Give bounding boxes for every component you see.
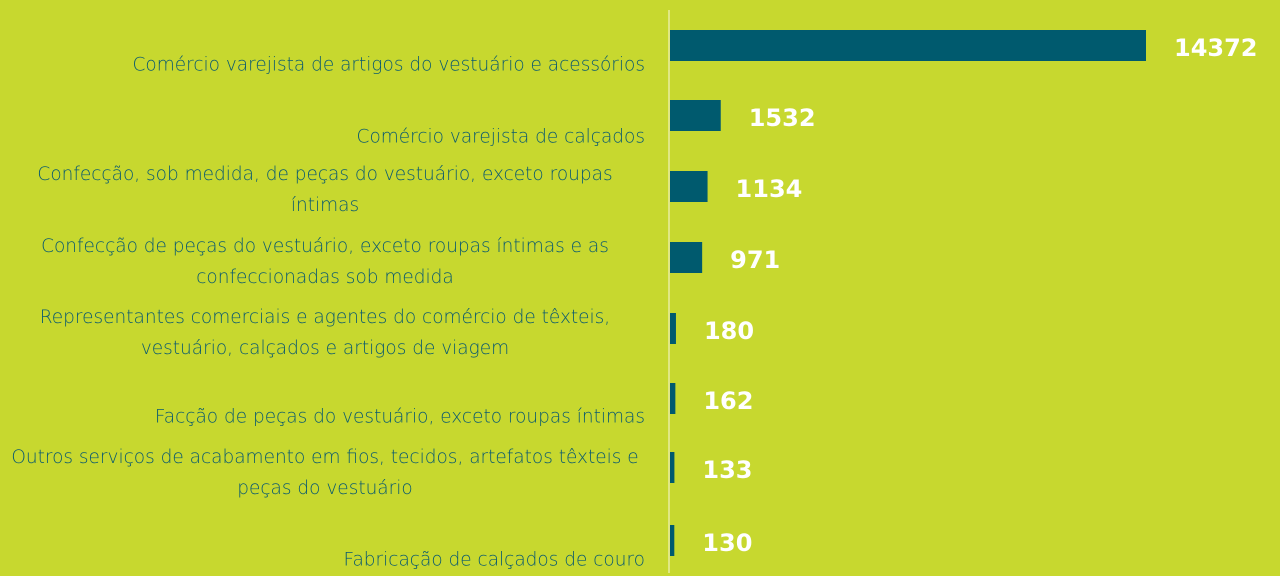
value-label: 1134 bbox=[736, 175, 803, 203]
category-label: Outros serviços de acabamento em fios, t… bbox=[11, 447, 639, 499]
category-label: Confecção, sob medida, de peças do vestu… bbox=[37, 164, 613, 216]
value-label: 133 bbox=[702, 456, 752, 484]
bar bbox=[670, 30, 1146, 61]
category-label-box: Comércio varejista de calçados bbox=[357, 122, 645, 153]
bar bbox=[670, 452, 675, 483]
bar bbox=[670, 242, 703, 273]
bar bbox=[670, 525, 675, 556]
value-label: 14372 bbox=[1174, 34, 1258, 62]
category-label: Fabricação de calçados de couro bbox=[343, 549, 645, 571]
category-label: Comércio varejista de calçados bbox=[356, 126, 645, 148]
category-label: Representantes comerciais e agentes do c… bbox=[39, 307, 611, 359]
category-label-box: Confecção de peças do vestuário, exceto … bbox=[5, 231, 645, 293]
value-label: 971 bbox=[730, 246, 780, 274]
category-label: Facção de peças do vestuário, exceto rou… bbox=[154, 406, 645, 428]
bar bbox=[670, 313, 676, 344]
value-label: 162 bbox=[703, 387, 753, 415]
category-label: Comércio varejista de artigos do vestuár… bbox=[132, 54, 645, 76]
bar bbox=[670, 171, 708, 202]
value-label: 1532 bbox=[749, 104, 816, 132]
bar bbox=[670, 100, 721, 131]
category-label: Confecção de peças do vestuário, exceto … bbox=[41, 236, 609, 288]
category-label-box: Representantes comerciais e agentes do c… bbox=[5, 302, 645, 364]
category-label-box: Outros serviços de acabamento em fios, t… bbox=[5, 442, 645, 504]
value-label: 180 bbox=[704, 317, 754, 345]
category-label-box: Confecção, sob medida, de peças do vestu… bbox=[5, 159, 645, 221]
bar bbox=[670, 383, 676, 414]
category-label-box: Fabricação de calçados de couro bbox=[344, 545, 645, 576]
category-label-box: Facção de peças do vestuário, exceto rou… bbox=[155, 402, 645, 433]
category-label-box: Comércio varejista de artigos do vestuár… bbox=[132, 50, 645, 81]
value-label: 130 bbox=[702, 529, 752, 557]
